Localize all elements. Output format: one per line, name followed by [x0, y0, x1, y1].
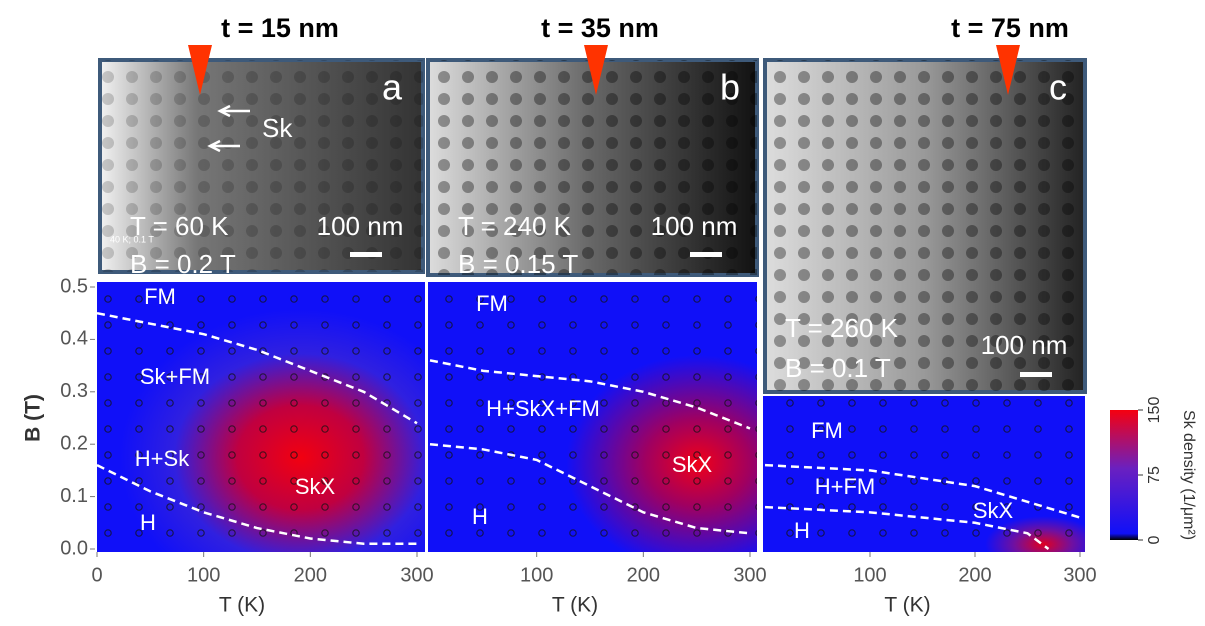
- scale-label: 100 nm: [317, 211, 404, 241]
- x-tick-label: 200: [958, 564, 991, 586]
- panel-title: t = 75 nm: [951, 13, 1069, 43]
- x-axis-label: T (K): [552, 594, 598, 617]
- region-label: SkX: [295, 474, 336, 499]
- colorbar-tick-label: 0: [1146, 535, 1163, 544]
- colorbar: [1110, 410, 1138, 540]
- y-tick-label: 0.2: [60, 432, 88, 454]
- region-label: H+SkX+FM: [486, 396, 600, 421]
- y-tick-label: 0.5: [60, 275, 88, 297]
- scale-label: 100 nm: [651, 211, 738, 241]
- scale-bar: [690, 252, 722, 257]
- panel-letter: c: [1049, 67, 1067, 108]
- temperature: T = 260 K: [785, 313, 899, 343]
- y-axis-label: B (T): [22, 394, 45, 442]
- region-label: FM: [811, 418, 843, 443]
- field: B = 0.2 T: [130, 249, 236, 279]
- region-label: SkX: [672, 452, 713, 477]
- x-tick-label: 100: [853, 564, 886, 586]
- x-tick-label: 0: [91, 564, 102, 586]
- x-tick-label: 300: [1063, 564, 1096, 586]
- region-label: H: [794, 518, 810, 543]
- temperature: T = 240 K: [458, 211, 572, 241]
- colorbar-tick-label: 75: [1146, 466, 1163, 484]
- x-tick-label: 200: [294, 564, 327, 586]
- field: B = 0.15 T: [458, 249, 578, 279]
- x-tick-label: 100: [187, 564, 220, 586]
- panel-title: t = 35 nm: [541, 13, 659, 43]
- region-label: H: [472, 504, 488, 529]
- scale-label: 100 nm: [981, 330, 1068, 360]
- scale-bar: [350, 252, 382, 257]
- feature-label: Sk: [262, 113, 293, 143]
- colorbar-tick-label: 150: [1146, 397, 1163, 424]
- y-tick-label: 0.0: [60, 537, 88, 559]
- region-label: Sk+FM: [140, 364, 210, 389]
- x-axis-label: T (K): [219, 594, 265, 617]
- x-tick-label: 300: [400, 564, 433, 586]
- panel-letter: a: [382, 67, 403, 108]
- colorbar-label: Sk density (1/μm²): [1180, 410, 1197, 540]
- y-tick-label: 0.3: [60, 380, 88, 402]
- region-label: FM: [144, 284, 176, 309]
- x-tick-label: 100: [520, 564, 553, 586]
- region-label: FM: [476, 291, 508, 316]
- figure: t = 15 nmaT = 60 KB = 0.2 T100 nmSk40 K;…: [0, 0, 1205, 626]
- region-label: H+Sk: [135, 446, 190, 471]
- region-label: H+FM: [815, 474, 876, 499]
- scale-bar: [1020, 372, 1052, 377]
- y-tick-label: 0.1: [60, 485, 88, 507]
- x-tick-label: 300: [733, 564, 766, 586]
- panel-letter: b: [720, 67, 740, 108]
- x-tick-label: 200: [627, 564, 660, 586]
- field: B = 0.1 T: [785, 353, 891, 383]
- y-tick-label: 0.4: [60, 328, 88, 350]
- texture: [428, 60, 757, 275]
- x-axis-label: T (K): [884, 594, 930, 617]
- region-label: SkX: [973, 498, 1014, 523]
- region-label: H: [140, 510, 156, 535]
- small-label: 40 K; 0.1 T: [110, 234, 154, 244]
- panel-title: t = 15 nm: [221, 13, 339, 43]
